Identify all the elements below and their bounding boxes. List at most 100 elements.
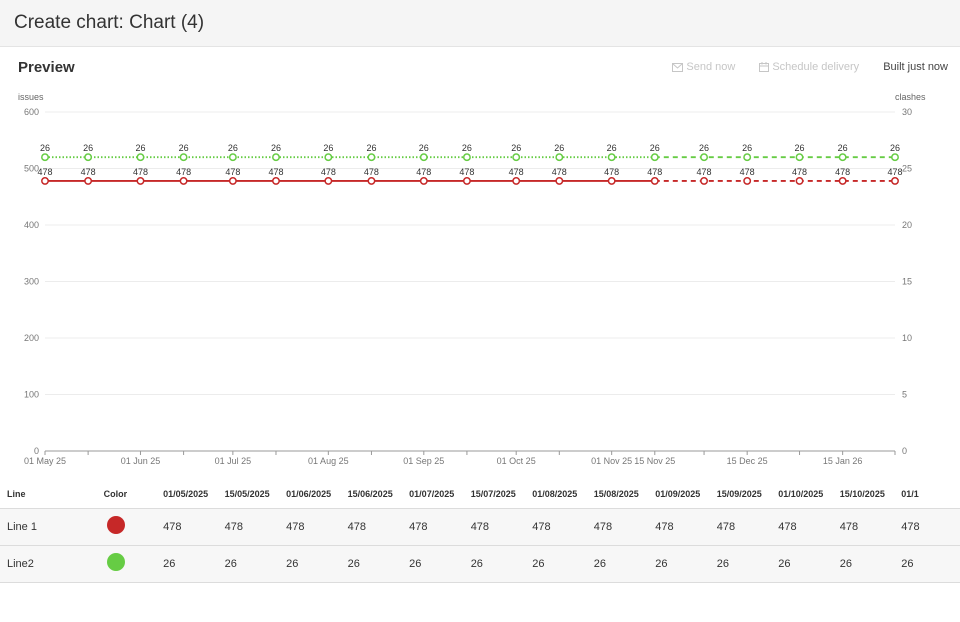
data-point	[272, 153, 280, 162]
row-value: 478	[655, 507, 717, 546]
data-point	[512, 176, 521, 185]
data-label: 26	[83, 143, 93, 153]
preview-bar: Preview Send now Schedule delivery Built…	[0, 47, 960, 89]
data-point	[607, 153, 616, 162]
data-point	[650, 153, 659, 162]
row-value: 26	[655, 544, 717, 583]
row-value: 478	[224, 507, 287, 546]
data-label: 478	[37, 167, 52, 177]
row-value: 26	[593, 544, 656, 583]
y-left-tick-label: 100	[24, 390, 39, 400]
data-label: 478	[835, 167, 850, 177]
row-value: 26	[409, 544, 471, 583]
x-tick-label: 01 May 25	[24, 456, 66, 466]
header-date: 15/08/2025	[593, 488, 639, 499]
chart-area: issues clashes 0 100 200 300 400 500 600 0 5 10 15 20…	[0, 89, 960, 474]
header-date: 01/10/2025	[778, 488, 824, 499]
y-right-tick-label: 20	[902, 220, 912, 230]
x-tick-label: 15 Dec 25	[727, 456, 768, 466]
header-date: 01/09/2025	[655, 488, 701, 499]
table-header-row: Line Color 01/05/2025 15/05/2025 01/06/202…	[0, 480, 960, 508]
preview-title: Preview	[18, 59, 75, 76]
row-value: 478	[470, 507, 533, 546]
schedule-delivery-button[interactable]: Schedule delivery	[759, 61, 859, 73]
data-label: 26	[135, 143, 145, 153]
header-date: 15/09/2025	[716, 488, 762, 499]
data-label: 478	[81, 167, 96, 177]
data-label: 26	[40, 143, 50, 153]
preview-actions: Send now Schedule delivery Built just no…	[672, 61, 948, 73]
data-point	[41, 176, 49, 185]
x-tick-label: 01 Jul 25	[215, 456, 252, 466]
data-point	[700, 153, 709, 162]
row-line-name: Line 1	[0, 507, 104, 546]
row-color-cell	[103, 507, 164, 546]
row-color-cell	[103, 544, 164, 583]
header-date: 01/1	[901, 488, 919, 499]
header-line: Line	[7, 488, 26, 499]
data-point	[700, 176, 709, 185]
data-label: 478	[647, 167, 662, 177]
x-tick-label: 15 Jan 26	[823, 456, 863, 466]
data-point	[136, 176, 145, 185]
data-label: 26	[795, 143, 805, 153]
data-label: 26	[890, 143, 900, 153]
x-tick-label: 01 Aug 25	[308, 456, 349, 466]
send-now-button[interactable]: Send now	[672, 61, 735, 73]
data-point	[324, 176, 333, 185]
row-value: 26	[532, 544, 594, 583]
preview-panel: Preview Send now Schedule delivery Built…	[0, 47, 960, 622]
data-point	[462, 153, 471, 162]
row-value: 26	[901, 544, 960, 583]
header-date: 01/08/2025	[532, 488, 578, 499]
data-point	[136, 153, 145, 162]
color-swatch[interactable]	[106, 516, 125, 534]
data-label: 478	[321, 167, 336, 177]
y-right-tick-label: 30	[902, 107, 912, 117]
data-point	[555, 153, 564, 162]
row-value: 478	[901, 507, 960, 546]
data-table-container[interactable]: Line Color 01/05/2025 15/05/2025 01/06/202…	[0, 480, 960, 622]
y-left-tick-label: 0	[34, 446, 39, 456]
row-value: 26	[347, 544, 410, 583]
page-title: Create chart: Chart (4)	[14, 12, 205, 33]
data-label: 478	[416, 167, 431, 177]
data-point	[324, 153, 333, 162]
send-now-label: Send now	[686, 61, 736, 73]
x-tick-label: 01 Oct 25	[497, 456, 536, 466]
data-label: 478	[459, 167, 474, 177]
data-label: 478	[268, 167, 283, 177]
row-value: 26	[778, 544, 840, 583]
color-swatch[interactable]	[106, 553, 125, 571]
y-left-tick-label: 300	[24, 277, 39, 287]
header-date: 01/07/2025	[409, 488, 455, 499]
header-color: Color	[103, 488, 128, 499]
row-line-name: Line2	[0, 544, 104, 583]
built-status: Built just now	[883, 61, 948, 73]
data-label: 478	[604, 167, 619, 177]
row-value: 478	[532, 507, 594, 546]
data-label: 478	[697, 167, 712, 177]
y-right-tick-label: 0	[902, 446, 907, 456]
schedule-delivery-label: Schedule delivery	[772, 61, 860, 73]
x-tick-label: 01 Sep 25	[403, 456, 444, 466]
data-point	[795, 176, 804, 185]
header-date: 15/10/2025	[839, 488, 885, 499]
line-chart: issues clashes 0 100 200 300 400 500 600 0 5 10 15 20…	[18, 92, 926, 466]
data-point	[462, 176, 471, 185]
row-value: 26	[286, 544, 348, 583]
page-header: Create chart: Chart (4)	[0, 0, 960, 47]
header-date: 01/06/2025	[286, 488, 332, 499]
data-label: 478	[552, 167, 567, 177]
data-label: 26	[323, 143, 333, 153]
data-label: 26	[838, 143, 848, 153]
envelope-icon	[672, 62, 684, 72]
data-point	[838, 176, 847, 185]
data-point	[891, 176, 899, 185]
data-point	[419, 153, 428, 162]
data-label: 478	[792, 167, 807, 177]
data-point	[228, 176, 237, 185]
x-tick-label: 15 Nov 25	[634, 456, 675, 466]
data-label: 26	[179, 143, 189, 153]
data-label: 478	[176, 167, 191, 177]
